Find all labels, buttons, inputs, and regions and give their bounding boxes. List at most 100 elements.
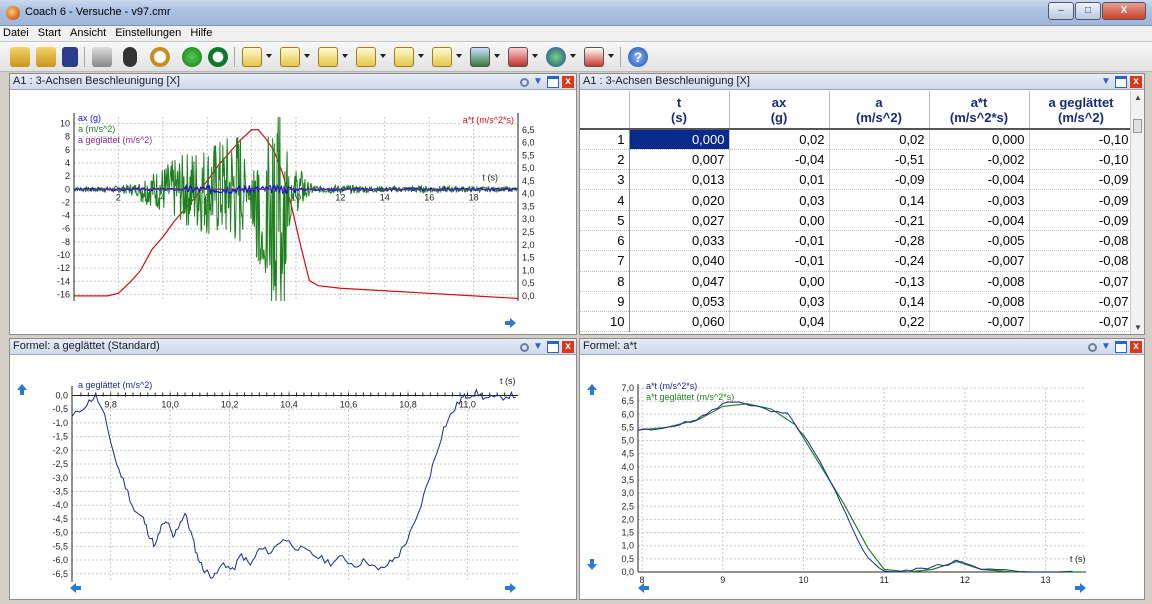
table-cell[interactable]: -0,09 xyxy=(1029,169,1134,191)
open-activity-icon[interactable] xyxy=(36,47,56,67)
at-chart[interactable]: 7,0 6,5 6,0 5,5 5,0 4,5 4,0 3,5 3,0 2,5 2,0 1,5 1,0 0… xyxy=(580,356,1144,599)
table-cell[interactable]: -0,01 xyxy=(729,230,830,252)
table-cell[interactable]: -0,04 xyxy=(729,149,830,171)
table-cell[interactable]: -0,008 xyxy=(929,271,1030,292)
stopwatch-icon[interactable] xyxy=(150,47,170,67)
scroll-left-icon[interactable] xyxy=(70,583,81,593)
table-cell[interactable]: 0,03 xyxy=(729,291,830,313)
table-cell[interactable]: -0,008 xyxy=(929,291,1030,313)
menu-ansicht[interactable]: Ansicht xyxy=(70,27,107,39)
maximize-panel-icon[interactable] xyxy=(1115,76,1127,88)
table-dropdown-icon[interactable] xyxy=(380,54,386,58)
table-cell[interactable]: 0,007 xyxy=(629,149,730,171)
column-header-a-geglaettet[interactable]: a geglättet (m/s^2) xyxy=(1029,91,1134,130)
table-cell[interactable]: 0,01 xyxy=(729,169,830,191)
column-header-t[interactable]: t (s) xyxy=(629,91,730,130)
diagram-icon[interactable] xyxy=(318,47,338,67)
table-cell[interactable]: 0,027 xyxy=(629,210,730,231)
table-cell[interactable]: 0,033 xyxy=(629,230,730,252)
table-cell[interactable]: -0,28 xyxy=(829,230,930,252)
open-folder-icon[interactable] xyxy=(10,47,30,67)
table-row[interactable]: 3 0,013 0,01 -0,09 -0,004 -0,09 xyxy=(580,169,1134,191)
chevron-down-icon[interactable]: ▼ xyxy=(533,76,543,87)
sensor-dropdown-icon[interactable] xyxy=(266,54,272,58)
column-header-a[interactable]: a (m/s^2) xyxy=(829,91,930,130)
scroll-up-arrow-icon[interactable] xyxy=(587,384,597,395)
table-row[interactable]: 4 0,020 0,03 0,14 -0,003 -0,09 xyxy=(580,189,1134,211)
maximize-panel-icon[interactable] xyxy=(547,341,559,353)
table-cell[interactable]: -0,007 xyxy=(929,311,1030,333)
question-icon[interactable] xyxy=(123,47,137,67)
text-dropdown-icon[interactable] xyxy=(456,54,462,58)
minimize-button[interactable]: – xyxy=(1048,2,1074,20)
table-cell[interactable]: 0,000 xyxy=(629,129,730,150)
table-cell[interactable]: -0,10 xyxy=(1029,149,1134,171)
save-icon[interactable] xyxy=(62,47,78,67)
table-cell[interactable]: 0,013 xyxy=(629,169,730,191)
table-panel-acceleration[interactable]: A1 : 3-Achsen Beschleunigung [X] ▼ x t (s… xyxy=(579,73,1145,335)
table-cell[interactable]: 0,02 xyxy=(729,129,830,150)
table-cell[interactable]: -0,21 xyxy=(829,210,930,231)
a-geglaettet-chart[interactable]: 0,0 -0,5 -1,0 -1,5 -2,0 -2,5 -3,0 -3,5 -4,0 -4,5 -… xyxy=(10,356,576,599)
table-cell[interactable]: 0,060 xyxy=(629,311,730,333)
scroll-thumb[interactable] xyxy=(1133,119,1142,133)
zoom-icon[interactable] xyxy=(520,342,529,352)
table-row[interactable]: 2 0,007 -0,04 -0,51 -0,002 -0,10 xyxy=(580,149,1134,171)
picture-dropdown-icon[interactable] xyxy=(494,54,500,58)
table-cell[interactable]: 0,000 xyxy=(929,129,1030,150)
menu-start[interactable]: Start xyxy=(37,27,61,39)
table-scrollbar[interactable]: ▲ ▼ xyxy=(1130,91,1144,334)
close-button[interactable]: X xyxy=(1102,2,1146,20)
video-icon[interactable] xyxy=(508,47,528,67)
table-cell[interactable]: -0,51 xyxy=(829,149,930,171)
globe-dropdown-icon[interactable] xyxy=(570,54,576,58)
table-row[interactable]: 10 0,060 0,04 0,22 -0,007 -0,07 xyxy=(580,311,1134,333)
table-cell[interactable]: -0,005 xyxy=(929,230,1030,252)
table-cell[interactable]: -0,08 xyxy=(1029,250,1134,272)
analysis-dropdown-icon[interactable] xyxy=(418,54,424,58)
chevron-down-icon[interactable]: ▼ xyxy=(1101,341,1111,352)
table-cell[interactable]: -0,003 xyxy=(929,189,1030,211)
reset-icon[interactable] xyxy=(208,47,228,67)
scroll-right-icon[interactable] xyxy=(505,583,516,593)
table-cell[interactable]: -0,10 xyxy=(1029,129,1134,150)
table-cell[interactable]: 0,053 xyxy=(629,291,730,313)
table-cell[interactable]: 0,047 xyxy=(629,271,730,292)
table-cell[interactable]: -0,07 xyxy=(1029,291,1134,313)
scroll-down-arrow-icon[interactable] xyxy=(587,559,597,570)
table-cell[interactable]: -0,004 xyxy=(929,169,1030,191)
analysis-icon[interactable] xyxy=(394,47,414,67)
table-cell[interactable]: -0,09 xyxy=(1029,189,1134,211)
table-cell[interactable]: -0,004 xyxy=(929,210,1030,231)
table-cell[interactable]: 0,00 xyxy=(729,210,830,231)
table-cell[interactable]: 0,14 xyxy=(829,291,930,313)
table-icon[interactable] xyxy=(356,47,376,67)
zoom-icon[interactable] xyxy=(520,77,529,87)
sensor-icon[interactable] xyxy=(242,47,262,67)
graph-panel-at[interactable]: Formel: a*t ▼ x 7,0 6,5 6,0 5,5 5,0 4,5 4,0 3,5… xyxy=(579,338,1145,600)
table-cell[interactable]: -0,24 xyxy=(829,250,930,272)
table-cell[interactable]: 0,14 xyxy=(829,189,930,211)
video-dropdown-icon[interactable] xyxy=(532,54,538,58)
maximize-button[interactable]: □ xyxy=(1075,2,1101,20)
table-cell[interactable]: 0,03 xyxy=(729,189,830,211)
acceleration-chart[interactable]: 10 8 6 4 2 0 -2 -4 -6 -8 -10 -12 -14 -16 6,5 6,0 5,5 5,0 4… xyxy=(10,91,576,334)
table-row[interactable]: 7 0,040 -0,01 -0,24 -0,007 -0,08 xyxy=(580,250,1134,272)
table-row[interactable]: 9 0,053 0,03 0,14 -0,008 -0,07 xyxy=(580,291,1134,313)
menu-datei[interactable]: Datei xyxy=(3,27,29,39)
chevron-down-icon[interactable]: ▼ xyxy=(1101,76,1111,87)
diagram-dropdown-icon[interactable] xyxy=(342,54,348,58)
menu-einstellungen[interactable]: Einstellungen xyxy=(115,27,182,39)
graph-panel-acceleration[interactable]: A1 : 3-Achsen Beschleunigung [X] ▼ x 10 8… xyxy=(9,73,577,335)
table-cell[interactable]: 0,020 xyxy=(629,189,730,211)
table-cell[interactable]: 0,00 xyxy=(729,271,830,292)
column-header-at[interactable]: a*t (m/s^2*s) xyxy=(929,91,1030,130)
table-cell[interactable]: -0,07 xyxy=(1029,271,1134,292)
chevron-down-icon[interactable]: ▼ xyxy=(533,341,543,352)
column-header-ax[interactable]: ax (g) xyxy=(729,91,830,130)
maximize-panel-icon[interactable] xyxy=(547,76,559,88)
table-cell[interactable]: -0,007 xyxy=(929,250,1030,272)
zoom-icon[interactable] xyxy=(1088,342,1097,352)
table-row[interactable]: 6 0,033 -0,01 -0,28 -0,005 -0,08 xyxy=(580,230,1134,252)
close-panel-icon[interactable]: x xyxy=(562,76,574,88)
